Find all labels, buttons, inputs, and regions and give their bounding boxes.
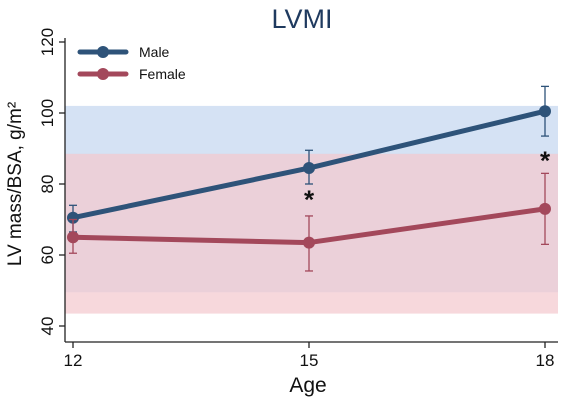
data-point-male [539, 105, 551, 118]
y-tick-label: 40 [38, 317, 57, 336]
x-tick-label: 15 [300, 351, 319, 370]
chart-title: LVMI [271, 4, 332, 34]
y-tick-label: 60 [38, 246, 57, 265]
reference-bands [65, 105, 558, 314]
axes: 40 60 80 100 120 12 15 18 [38, 28, 558, 370]
significance-asterisk: * [540, 145, 551, 175]
y-tick-label: 80 [38, 175, 57, 194]
legend: Male Female [77, 44, 186, 82]
data-point-female [539, 202, 551, 215]
y-tick-label: 100 [38, 99, 57, 127]
series-layer [67, 85, 551, 272]
y-axis-label: LV mass/BSA, g/m² [5, 102, 26, 266]
data-point-female [67, 231, 79, 244]
legend-marker-female [97, 68, 109, 80]
x-axis-label: Age [289, 374, 326, 397]
reference-band-female [65, 153, 558, 314]
data-point-female [303, 236, 315, 249]
legend-label-female: Female [139, 66, 186, 82]
x-tick-label: 12 [64, 351, 83, 370]
x-tick-label: 18 [536, 351, 555, 370]
legend-label-male: Male [139, 44, 170, 60]
data-point-male [67, 211, 79, 224]
y-tick-label: 120 [38, 28, 57, 56]
annotations: ** [304, 145, 551, 214]
data-point-male [303, 162, 315, 175]
legend-marker-male [97, 46, 109, 58]
significance-asterisk: * [304, 184, 315, 214]
